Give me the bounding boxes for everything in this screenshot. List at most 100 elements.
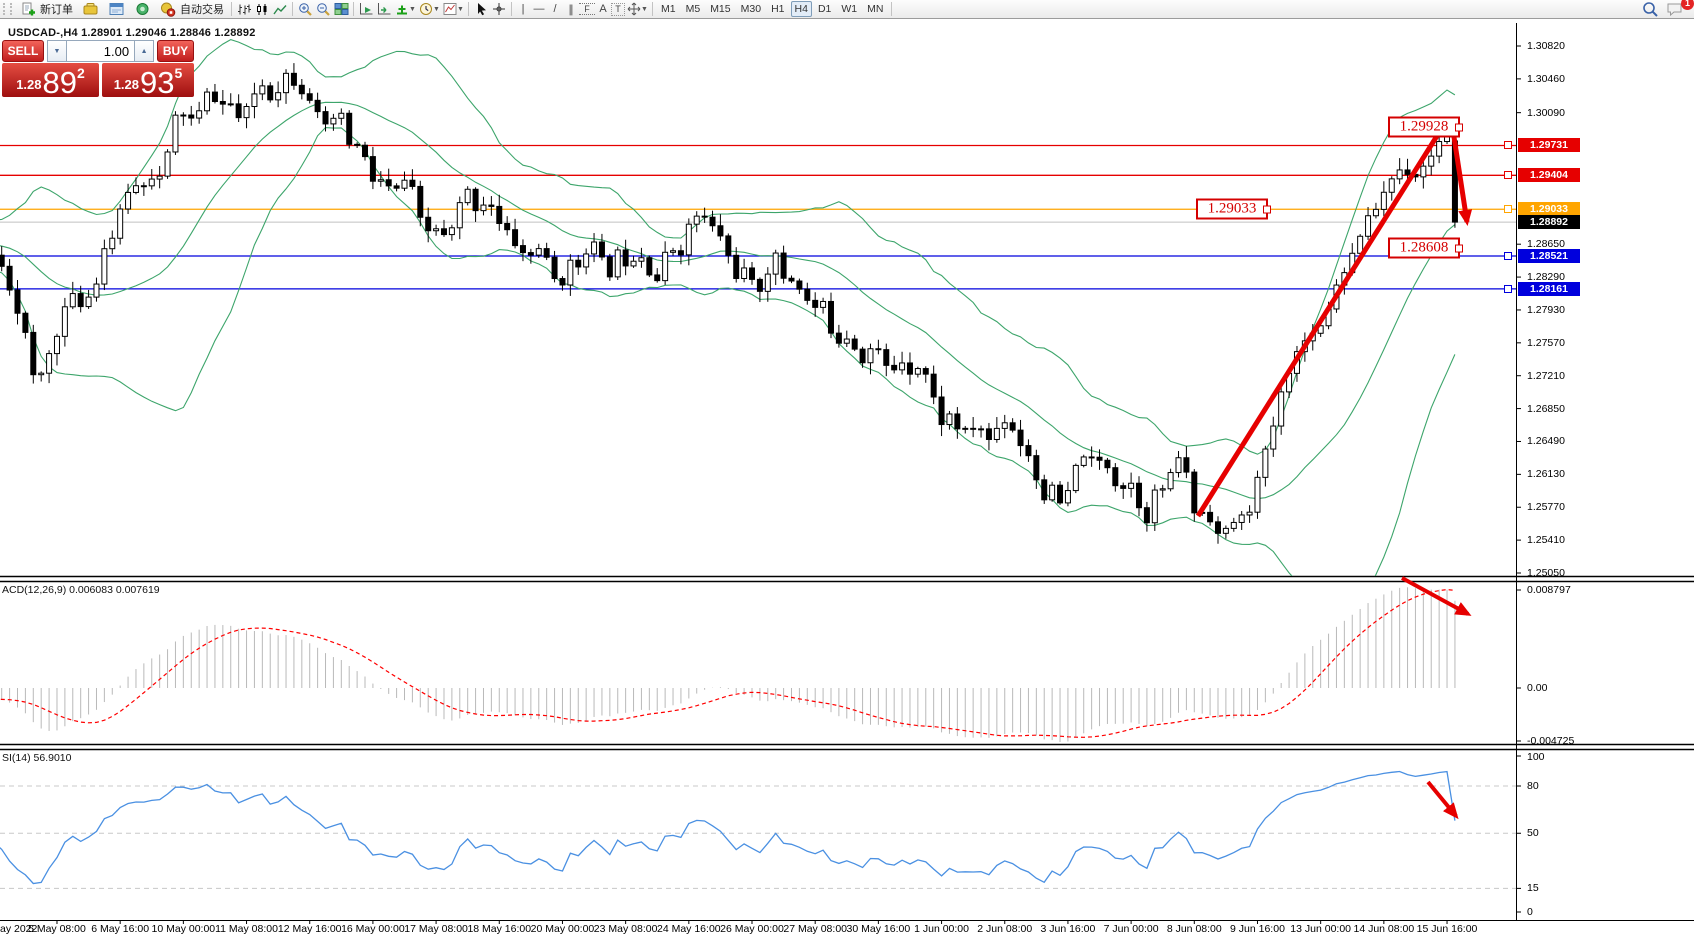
time-axis-label: 11 May 08:00 (215, 923, 278, 935)
toolbar-separator (891, 2, 893, 16)
channel-tool-icon[interactable]: ∥ (568, 3, 574, 16)
arrows-tool-icon[interactable] (625, 1, 643, 17)
buy-button[interactable]: BUY (157, 40, 195, 62)
price-axis-tick: 1.25050 (1527, 566, 1565, 579)
timeframe-button-w1[interactable]: W1 (837, 1, 861, 17)
timeframe-button-m5[interactable]: M5 (682, 1, 705, 17)
price-label-annotation-1.29928[interactable]: 1.29928 (1388, 116, 1463, 138)
trend-arrow-annotation[interactable] (1426, 780, 1459, 820)
sell-button[interactable]: SELL (2, 40, 44, 62)
zoom-in-icon[interactable] (296, 1, 314, 17)
price-line-label-1.29404[interactable]: 1.29404 (1518, 168, 1580, 183)
line-chart-icon[interactable] (271, 1, 289, 17)
volume-increase-button[interactable]: ▲ (134, 40, 155, 62)
timeframe-button-d1[interactable]: D1 (814, 1, 835, 17)
tile-windows-icon[interactable] (332, 1, 350, 17)
profiles-button[interactable] (77, 1, 103, 17)
sell-price-sup: 2 (77, 65, 85, 81)
trend-arrow-annotation[interactable] (1195, 116, 1450, 518)
macd-axis-label: 0.00 (1527, 682, 1548, 694)
text-tool-icon[interactable]: A (599, 3, 607, 15)
line-drag-handle[interactable] (1504, 171, 1512, 180)
timeframe-button-h1[interactable]: H1 (767, 1, 788, 17)
bar-chart-icon[interactable] (235, 1, 253, 17)
annotation-handle[interactable] (1455, 244, 1463, 253)
rsi-axis-label: 0 (1527, 906, 1533, 918)
line-drag-handle[interactable] (1504, 284, 1512, 293)
sell-price-prefix: 1.28 (16, 77, 42, 92)
macd-axis-label: -0.004725 (1527, 735, 1575, 747)
periods-icon[interactable] (417, 1, 435, 17)
price-label-annotation-1.29033[interactable]: 1.29033 (1196, 198, 1271, 220)
annotation-handle[interactable] (1263, 205, 1271, 214)
price-axis-tick: 1.26850 (1527, 402, 1565, 415)
navigator-button[interactable] (129, 1, 155, 17)
price-axis-tick: 1.26130 (1527, 468, 1565, 481)
timeframe-button-m1[interactable]: M1 (657, 1, 680, 17)
new-order-label: 新订单 (40, 4, 73, 16)
templates-icon[interactable] (441, 1, 459, 17)
auto-scroll-icon[interactable] (357, 1, 375, 17)
price-axis-tick: 1.30090 (1527, 106, 1565, 119)
horizontal-line-tool-icon[interactable]: — (533, 3, 545, 15)
line-drag-handle[interactable] (1504, 205, 1512, 214)
market-watch-button[interactable] (103, 1, 129, 17)
line-drag-handle[interactable] (1504, 251, 1512, 260)
indicators-dropdown-icon[interactable]: ▼ (409, 5, 416, 13)
timeframe-button-m15[interactable]: M15 (706, 1, 734, 17)
volume-decrease-button[interactable]: ▼ (46, 40, 67, 62)
autotrading-button[interactable]: 自动交易 (155, 1, 228, 17)
time-axis-label: 8 Jun 08:00 (1166, 923, 1222, 935)
price-axis-tick: 1.27210 (1527, 369, 1565, 382)
periods-dropdown-icon[interactable]: ▼ (433, 5, 440, 13)
rsi-axis-label: 50 (1527, 827, 1539, 840)
time-axis-label: 5 May 08:00 (28, 923, 86, 935)
price-axis-tick: 1.30460 (1527, 72, 1565, 85)
timeframe-button-mn[interactable]: MN (863, 1, 887, 17)
indicators-icon[interactable] (393, 1, 411, 17)
line-drag-handle[interactable] (1504, 141, 1512, 150)
trend-arrow-annotation[interactable] (1401, 576, 1472, 616)
buy-price-sup: 5 (174, 65, 183, 81)
buy-price-display[interactable]: 1.28 93 5 (102, 63, 194, 98)
sell-price-big: 89 (42, 65, 77, 100)
volume-input[interactable]: 1.00 (66, 40, 135, 62)
templates-dropdown-icon[interactable]: ▼ (457, 5, 464, 13)
vertical-line-tool-icon[interactable]: | (521, 3, 525, 15)
time-axis-label: 16 May 00:00 (341, 923, 405, 935)
sell-price-display[interactable]: 1.28 89 2 (2, 63, 99, 100)
timeframe-button-m30[interactable]: M30 (737, 1, 765, 17)
toolbar-grip[interactable] (3, 3, 12, 15)
arrows-dropdown-icon[interactable]: ▼ (641, 5, 648, 13)
notifications-icon[interactable]: 1 (1662, 0, 1694, 17)
time-axis-label: 10 May 00:00 (151, 923, 216, 935)
time-axis-label: 7 Jun 00:00 (1103, 923, 1159, 935)
time-axis-label: 9 Jun 16:00 (1230, 923, 1285, 935)
fibonacci-tool-icon[interactable]: F (579, 3, 595, 15)
price-line-label-1.29731[interactable]: 1.29731 (1518, 138, 1580, 153)
price-axis-tick: 1.28290 (1527, 271, 1565, 284)
candlestick-chart-icon[interactable] (253, 1, 271, 17)
price-line-label-1.28161[interactable]: 1.28161 (1518, 281, 1580, 296)
chart-shift-icon[interactable] (375, 1, 393, 17)
cursor-icon[interactable] (472, 1, 490, 17)
toolbar-separator (652, 2, 653, 16)
price-label-annotation-1.28608[interactable]: 1.28608 (1388, 237, 1463, 259)
rsi-axis-label: 100 (1527, 751, 1545, 763)
time-axis-label: 3 Jun 16:00 (1040, 923, 1096, 935)
trend-arrow-annotation[interactable] (1449, 123, 1473, 226)
zoom-out-icon[interactable] (314, 1, 332, 17)
trendline-tool-icon[interactable]: / (553, 3, 557, 15)
price-line-label-1.29033[interactable]: 1.29033 (1518, 202, 1580, 217)
new-order-button[interactable]: 新订单 (15, 1, 77, 17)
market-watch-icon (107, 1, 125, 17)
time-axis-label: 17 May 08:00 (404, 923, 468, 935)
timeframe-button-h4[interactable]: H4 (790, 1, 812, 17)
crosshair-icon[interactable] (490, 1, 508, 17)
search-icon[interactable] (1638, 1, 1662, 17)
label-tool-icon[interactable]: T (611, 2, 625, 16)
time-axis-label: 12 May 16:00 (277, 923, 342, 935)
annotation-handle[interactable] (1455, 123, 1463, 132)
price-line-label-1.28521[interactable]: 1.28521 (1518, 248, 1580, 263)
